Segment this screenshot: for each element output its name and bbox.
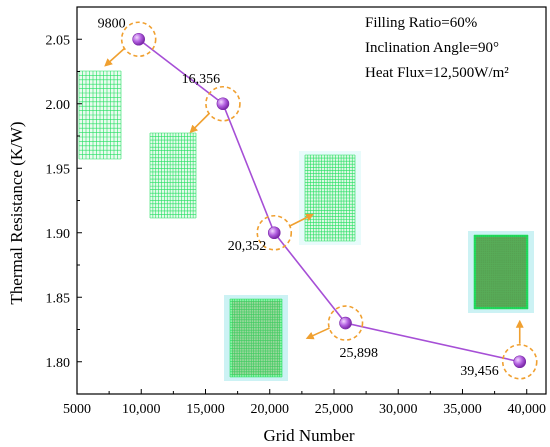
inset-arrow <box>189 113 210 134</box>
mesh-inset-9800 <box>78 70 122 160</box>
y-tick-label: 1.90 <box>46 227 71 242</box>
y-tick-label: 1.80 <box>46 356 71 371</box>
mesh-insets <box>78 70 534 381</box>
mesh-inset-16356 <box>149 132 197 219</box>
x-tick-label: 15,000 <box>186 402 225 417</box>
inset-arrow <box>104 47 126 67</box>
axes-layer: 5000 10,000 15,000 20,000 25,000 30,000 35,000… <box>46 6 547 417</box>
point-label: 20,352 <box>228 239 267 254</box>
annotation-heat-flux: Heat Flux=12,500W/m² <box>365 65 509 81</box>
annotation-inclination-angle: Inclination Angle=90° <box>365 40 499 56</box>
data-point <box>513 355 527 369</box>
mesh-tint <box>476 237 526 307</box>
inset-arrow <box>305 327 330 340</box>
point-label: 39,456 <box>460 364 499 379</box>
condition-annotations: Filling Ratio=60% Inclination Angle=90° … <box>365 15 509 81</box>
data-point <box>132 32 145 46</box>
x-tick-label: 5000 <box>63 402 91 417</box>
highlight-circle <box>327 305 364 341</box>
point-label: 16,356 <box>182 72 221 87</box>
x-tick-label: 40,000 <box>507 402 546 417</box>
x-tick-label: 20,000 <box>250 402 289 417</box>
mesh-inset-20352 <box>299 151 361 245</box>
mesh-inset-25898 <box>224 295 288 381</box>
data-point <box>339 316 352 330</box>
y-tick-label: 1.95 <box>46 162 71 177</box>
data-point <box>267 226 281 240</box>
data-point <box>216 97 230 111</box>
annotation-arrows <box>104 47 524 344</box>
highlight-circle <box>501 343 538 380</box>
mesh-inset-39456 <box>468 231 534 313</box>
mesh-tint <box>232 301 280 375</box>
highlight-circle <box>256 214 293 251</box>
x-tick-label: 30,000 <box>379 402 418 417</box>
annotation-filling-ratio: Filling Ratio=60% <box>365 15 477 31</box>
x-tick-label: 25,000 <box>315 402 354 417</box>
series-layer: 9800 16,356 20,352 25,898 39,456 <box>98 16 538 380</box>
y-tick-label: 2.00 <box>46 98 71 113</box>
x-tick-label: 10,000 <box>122 402 161 417</box>
y-tick-label: 2.05 <box>46 33 71 48</box>
y-axis-label: Thermal Resistance (K/W) <box>7 121 26 304</box>
inset-arrow <box>289 213 315 227</box>
x-axis-label: Grid Number <box>263 426 354 445</box>
highlight-circle <box>205 85 241 122</box>
point-label: 9800 <box>98 16 126 31</box>
y-tick-label: 1.85 <box>46 291 71 306</box>
highlight-circle <box>120 21 157 58</box>
x-tick-label: 35,000 <box>443 402 482 417</box>
point-label: 25,898 <box>340 346 379 361</box>
